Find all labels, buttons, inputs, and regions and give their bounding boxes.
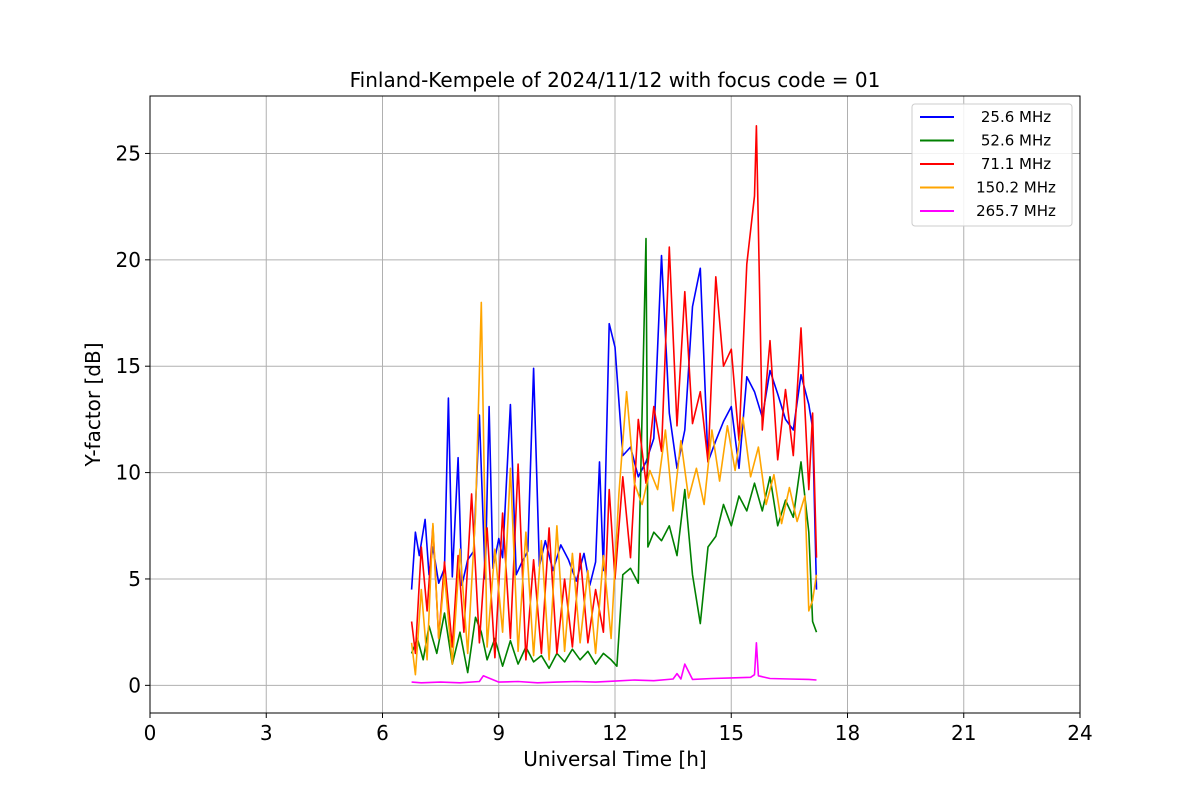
y-tick-label: 20	[116, 248, 141, 272]
x-tick-label: 15	[719, 721, 744, 745]
y-axis-label: Y-factor [dB]	[81, 342, 105, 467]
axis-ticks: 0 3 6 9 12 15 18 21 24 0 5 10 15 20 25	[116, 141, 1093, 745]
legend-label: 265.7 MHz	[976, 202, 1056, 220]
series-line-1	[410, 237, 818, 674]
legend-label: 71.1 MHz	[981, 155, 1051, 173]
series-lines	[410, 125, 818, 684]
x-tick-label: 21	[951, 721, 976, 745]
legend-label: 25.6 MHz	[981, 108, 1051, 126]
series-line-3	[410, 301, 818, 676]
legend-box	[911, 103, 1073, 227]
series-line-4	[411, 641, 817, 684]
legend: 25.6 MHz 52.6 MHz 71.1 MHz 150.2 MHz 265.7 M…	[911, 103, 1073, 227]
y-tick-label: 0	[128, 673, 141, 697]
x-tick-label: 24	[1067, 721, 1092, 745]
y-tick-label: 5	[128, 567, 141, 591]
legend-label: 150.2 MHz	[976, 179, 1056, 197]
x-tick-label: 3	[260, 721, 273, 745]
x-tick-label: 18	[835, 721, 860, 745]
legend-label: 52.6 MHz	[981, 132, 1051, 150]
series-line-2	[410, 125, 818, 661]
y-tick-label: 10	[116, 461, 141, 485]
x-tick-label: 6	[376, 721, 389, 745]
x-tick-label: 9	[492, 721, 505, 745]
y-tick-label: 25	[116, 141, 141, 165]
y-tick-label: 15	[116, 354, 141, 378]
x-axis-label: Universal Time [h]	[523, 747, 706, 771]
x-tick-label: 0	[144, 721, 157, 745]
chart-title: Finland-Kempele of 2024/11/12 with focus…	[350, 68, 881, 92]
x-tick-label: 12	[602, 721, 627, 745]
